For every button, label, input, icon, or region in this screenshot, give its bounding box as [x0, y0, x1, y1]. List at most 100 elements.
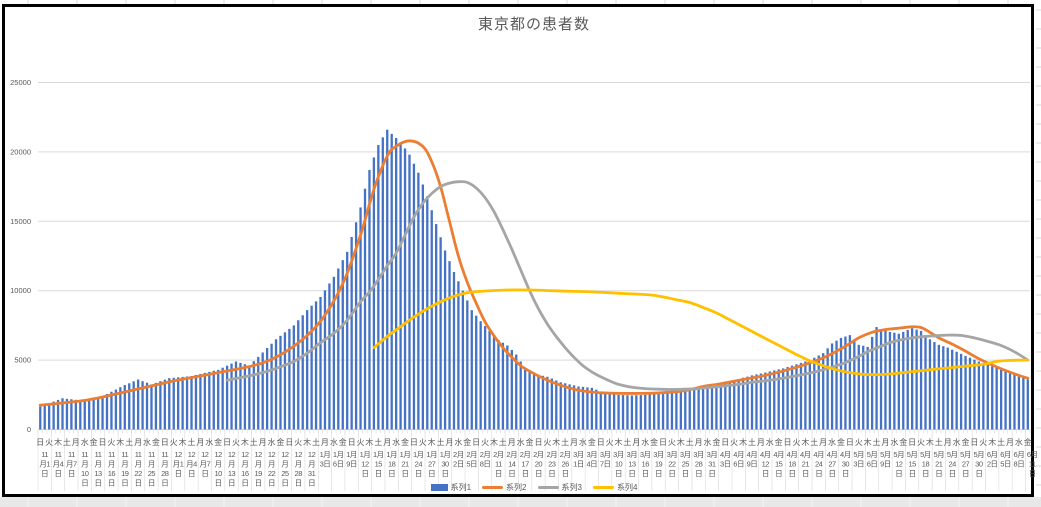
weekday-label: 金	[650, 437, 658, 447]
weekday-label: 火	[979, 438, 987, 447]
legend-label: 系列2	[506, 483, 527, 492]
horizontal-gridlines	[38, 82, 1030, 361]
weekday-label: 木	[801, 437, 809, 447]
date-label: 1月 24 日	[413, 450, 424, 478]
date-label: 5月 30 日	[974, 450, 985, 478]
weekday-label: 月	[819, 438, 827, 447]
y-tick-label: 15000	[10, 217, 31, 226]
weekday-label: 火	[294, 438, 302, 447]
date-label: 3月 7日	[600, 450, 611, 469]
weekday-label: 日	[534, 438, 542, 447]
date-label: 3月 19 日	[653, 450, 664, 478]
weekday-label: 木	[926, 437, 934, 447]
weekday-label: 土	[63, 437, 71, 447]
y-tick-label: 25000	[10, 78, 31, 87]
date-label: 3月 31 日	[707, 450, 718, 478]
weekday-label: 日	[285, 438, 293, 447]
date-label: 5月 6日	[867, 450, 878, 469]
weekday-label: 土	[187, 437, 195, 447]
weekday-label: 日	[410, 438, 418, 447]
weekday-label: 火	[606, 438, 614, 447]
weekday-label: 金	[899, 437, 907, 447]
date-label: 12 月 13 日	[228, 450, 236, 488]
legend-item-series2[interactable]: 系列2	[482, 482, 527, 493]
weekday-label: 月	[445, 438, 453, 447]
weekday-label: 日	[721, 438, 729, 447]
weekday-label: 金	[214, 437, 222, 447]
date-label: 12 月 16 日	[241, 450, 249, 488]
legend-item-series4[interactable]: 系列4	[592, 482, 638, 493]
weekday-label: 火	[917, 438, 925, 447]
weekday-label: 金	[152, 437, 160, 447]
weekday-label: 木	[428, 437, 436, 447]
weekday-label: 月	[259, 438, 267, 447]
legend-label: 系列1	[450, 483, 472, 492]
weekday-label: 金	[276, 437, 284, 447]
weekday-label: 日	[348, 438, 356, 447]
date-labels: 11 月1 日11 月4 日11 月7 日 11 月 10 日 11 月 13 日 11 月 16 日 11 月 19 日 1…	[39, 450, 1038, 488]
weekday-label: 水	[828, 437, 836, 447]
line-series2	[38, 139, 1030, 407]
date-label: 11 月 10 日	[81, 450, 89, 488]
date-label: 4月 12 日	[760, 450, 771, 478]
weekday-label: 火	[481, 438, 489, 447]
date-label: 3月 16 日	[640, 450, 651, 478]
weekday-label: 月	[632, 438, 640, 447]
legend-line-swatch	[482, 486, 504, 489]
date-label: 5月 12 日	[893, 450, 904, 478]
weekday-label: 金	[588, 437, 596, 447]
weekday-label: 月	[944, 438, 952, 447]
date-label: 11 月 25 日	[148, 450, 156, 488]
weekday-label: 木	[179, 437, 187, 447]
weekday-label: 火	[45, 438, 53, 447]
weekday-label: 日	[908, 438, 916, 447]
weekday-label: 水	[81, 437, 89, 447]
weekday-label: 木	[365, 437, 373, 447]
date-label: 11 月 16 日	[108, 450, 116, 488]
weekday-label: 木	[988, 437, 996, 447]
date-label: 12 月4 日	[186, 450, 197, 478]
weekday-label: 金	[775, 437, 783, 447]
weekday-label: 金	[526, 437, 534, 447]
weekday-label: 木	[677, 437, 685, 447]
weekday-label: 金	[837, 437, 845, 447]
weekday-label: 水	[517, 437, 525, 447]
date-label: 6月 11 日	[1027, 450, 1038, 478]
chart-title[interactable]: 東京都の患者数	[477, 16, 591, 33]
date-label: 5月 27 日	[960, 450, 971, 478]
legend-item-series3[interactable]: 系列3	[537, 482, 582, 493]
date-label: 4月 21 日	[800, 450, 811, 478]
weekday-label: 木	[552, 437, 560, 447]
date-label: 12 月 31 日	[308, 450, 316, 488]
weekday-label: 土	[997, 437, 1005, 447]
bottom-band	[0, 497, 1041, 507]
weekday-label: 日	[846, 438, 854, 447]
weekday-label: 木	[116, 437, 124, 447]
weekday-label: 水	[392, 437, 400, 447]
weekday-label: 水	[579, 437, 587, 447]
date-label: 5月 9日	[880, 450, 891, 469]
weekday-label: 火	[543, 438, 551, 447]
date-label: 2月 17 日	[520, 450, 531, 478]
weekday-label: 日	[223, 438, 231, 447]
weekday-label: 火	[419, 438, 427, 447]
weekday-label: 金	[401, 437, 409, 447]
weekday-label: 土	[312, 437, 320, 447]
date-label: 4月 18 日	[787, 450, 798, 478]
date-label: 11 月 19 日	[121, 450, 129, 488]
legend-label: 系列3	[561, 483, 582, 492]
date-label: 2月 5日	[466, 450, 477, 469]
weekday-label: 木	[54, 437, 62, 447]
date-label: 3月 25 日	[680, 450, 691, 478]
date-label: 1月 21 日	[400, 450, 411, 478]
date-label: 12 月1 日	[173, 450, 184, 478]
weekday-label: 金	[339, 437, 347, 447]
weekday-label: 月	[757, 438, 765, 447]
legend-item-series1[interactable]: 系列1	[430, 482, 472, 493]
weekday-label: 火	[232, 438, 240, 447]
date-label: 2月 23 日	[546, 450, 557, 478]
legend-label: 系列4	[616, 483, 638, 492]
weekday-label: 金	[961, 437, 969, 447]
weekday-label: 月	[134, 438, 142, 447]
